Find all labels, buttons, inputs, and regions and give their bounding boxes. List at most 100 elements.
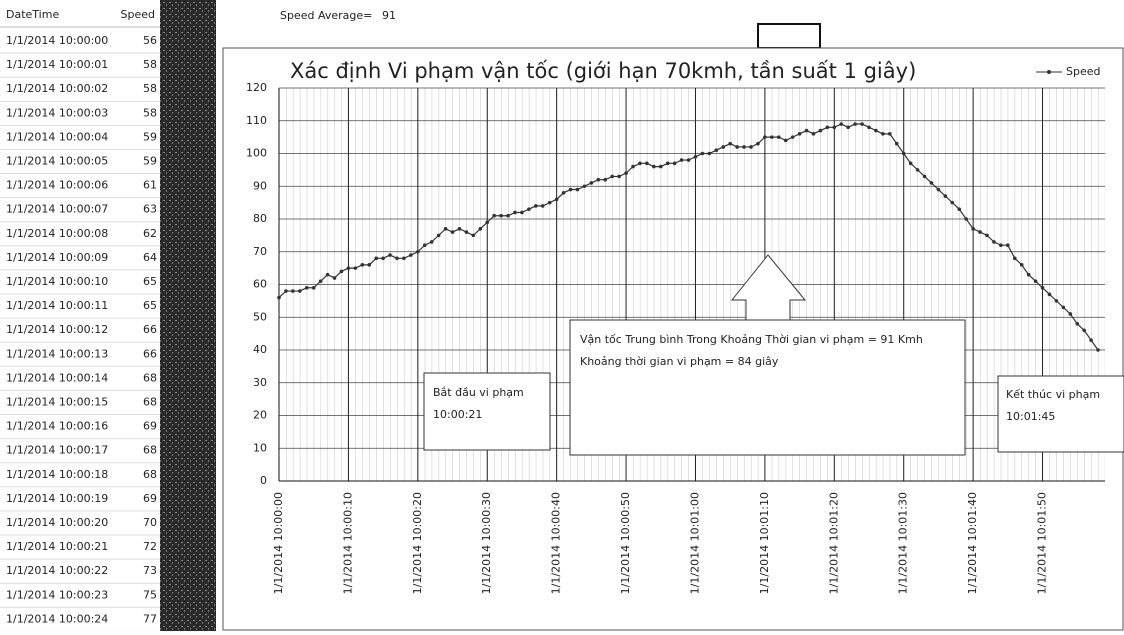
point (908, 161, 913, 166)
speed-cell: 72 (143, 540, 157, 553)
point (277, 295, 281, 300)
point (374, 256, 378, 261)
x-tick-label: 1/1/2014 10:01:40 (966, 492, 979, 594)
datetime-cell: 1/1/2014 10:00:11 (6, 299, 108, 312)
point (284, 289, 288, 293)
point (360, 263, 365, 267)
datetime-cell: 1/1/2014 10:00:07 (6, 203, 108, 216)
point (714, 148, 719, 153)
datetime-cell: 1/1/2014 10:00:15 (6, 396, 108, 409)
y-tick-label: 90 (253, 179, 267, 192)
speed-cell: 66 (143, 347, 157, 360)
point (1033, 279, 1038, 284)
point (763, 135, 767, 139)
point (693, 154, 698, 159)
point (735, 145, 739, 149)
point (652, 164, 656, 169)
datetime-cell: 1/1/2014 10:00:23 (6, 588, 108, 601)
point (346, 266, 351, 270)
y-tick-label: 100 (246, 147, 267, 160)
point (416, 249, 420, 254)
point (485, 220, 490, 225)
point (874, 128, 878, 133)
point (658, 164, 663, 169)
selected-cell[interactable] (757, 23, 821, 49)
point (478, 227, 483, 231)
column-header: Speed (121, 8, 155, 21)
speed-cell: 62 (143, 227, 157, 240)
point (298, 289, 302, 293)
datetime-cell: 1/1/2014 10:00:03 (6, 106, 108, 119)
point (409, 253, 413, 257)
point (450, 230, 455, 234)
x-tick-label: 1/1/2014 10:01:10 (758, 492, 771, 594)
point (436, 233, 441, 238)
point (631, 164, 635, 169)
point (686, 158, 691, 162)
point (804, 128, 809, 133)
x-tick-label: 1/1/2014 10:00:00 (272, 492, 285, 594)
point (332, 276, 337, 280)
point (1089, 338, 1093, 342)
y-tick-label: 120 (246, 81, 267, 94)
point (700, 151, 705, 156)
point (506, 213, 510, 218)
point (610, 174, 614, 179)
average-label: Speed Average= (280, 9, 372, 22)
point (492, 213, 496, 218)
point (291, 289, 295, 293)
point (776, 135, 781, 139)
point (888, 132, 892, 136)
point (881, 132, 885, 136)
speed-cell: 68 (143, 444, 157, 457)
datetime-cell: 1/1/2014 10:00:21 (6, 540, 108, 553)
y-tick-label: 70 (253, 245, 267, 258)
point (429, 240, 434, 244)
point (978, 230, 982, 234)
point (672, 161, 677, 166)
point (568, 187, 573, 192)
datetime-cell: 1/1/2014 10:00:09 (6, 251, 108, 264)
point (839, 122, 844, 126)
datetime-cell: 1/1/2014 10:00:14 (6, 371, 108, 384)
x-tick-label: 1/1/2014 10:01:00 (688, 492, 701, 594)
point (645, 161, 649, 166)
point (1082, 328, 1086, 333)
speed-cell: 70 (143, 516, 157, 529)
speed-cell: 66 (143, 323, 157, 336)
point (422, 243, 427, 247)
x-tick-label: 1/1/2014 10:00:20 (411, 492, 424, 594)
point (353, 266, 358, 270)
y-tick-label: 10 (253, 441, 267, 454)
point (402, 256, 406, 261)
point (617, 174, 621, 179)
annotation-text: 10:00:21 (433, 408, 482, 421)
point (929, 181, 934, 185)
point (395, 256, 399, 261)
point (985, 233, 989, 238)
point (624, 171, 628, 175)
datetime-cell: 1/1/2014 10:00:17 (6, 444, 108, 457)
point (992, 240, 996, 244)
datetime-cell: 1/1/2014 10:00:04 (6, 130, 108, 143)
point (1054, 299, 1059, 303)
column-header: DateTime (6, 8, 59, 21)
point (665, 161, 670, 166)
speed-cell: 58 (143, 58, 157, 71)
x-tick-label: 1/1/2014 10:00:10 (341, 492, 354, 594)
annotation-text: Khoảng thời gian vi phạm = 84 giây (580, 355, 779, 368)
point (367, 263, 372, 267)
point (1019, 263, 1024, 267)
speed-cell: 59 (143, 155, 157, 168)
point (790, 135, 795, 139)
speed-cell: 59 (143, 130, 157, 143)
speed-cell: 63 (143, 203, 157, 216)
point (388, 253, 392, 257)
end-box (997, 375, 1124, 453)
point (527, 207, 531, 211)
point (964, 217, 968, 221)
point (339, 269, 344, 274)
y-tick-label: 40 (253, 343, 267, 356)
point (950, 200, 955, 205)
datetime-cell: 1/1/2014 10:00:22 (6, 564, 108, 577)
